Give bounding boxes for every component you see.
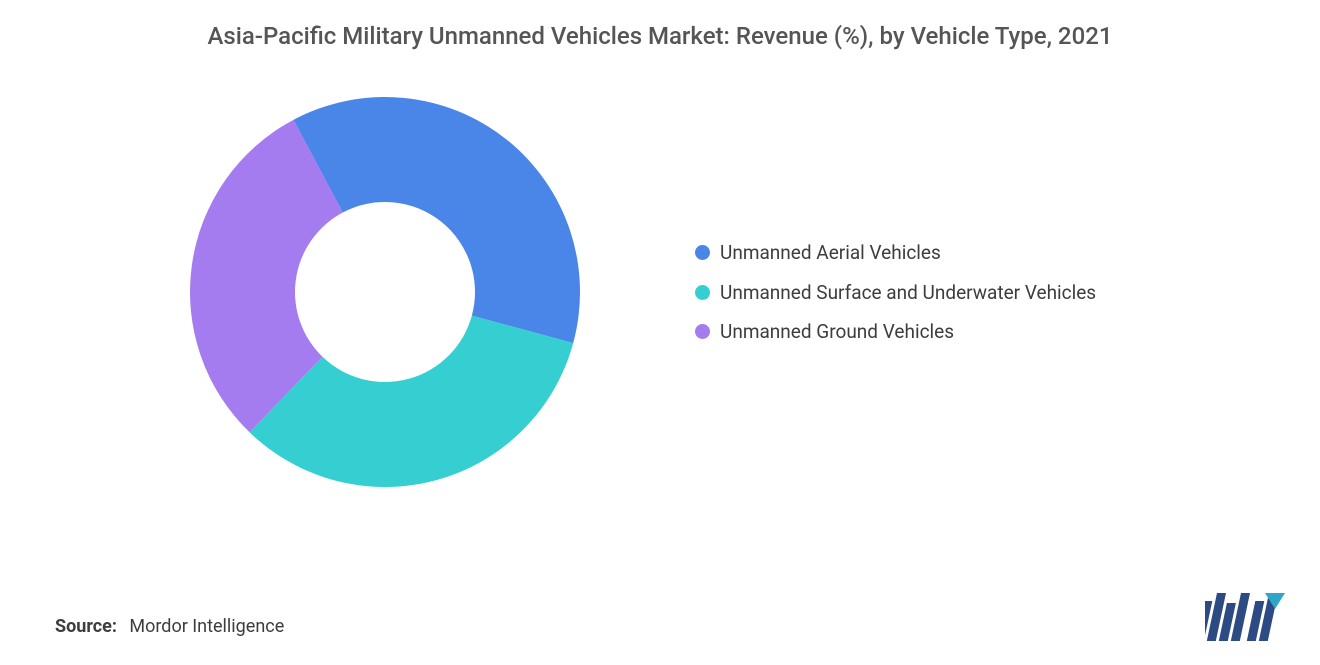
brand-logo [1205, 593, 1285, 645]
source-text: Mordor Intelligence [129, 616, 284, 637]
legend-label: Unmanned Surface and Underwater Vehicles [720, 280, 1096, 306]
source-attribution: Source: Mordor Intelligence [55, 616, 284, 637]
legend-item: Unmanned Ground Vehicles [695, 319, 1155, 345]
legend-item: Unmanned Surface and Underwater Vehicles [695, 280, 1155, 306]
chart-title: Asia-Pacific Military Unmanned Vehicles … [0, 0, 1320, 62]
chart-body: Unmanned Aerial Vehicles Unmanned Surface… [0, 62, 1320, 512]
donut-svg [165, 72, 605, 512]
source-label: Source: [55, 616, 117, 637]
donut-chart [165, 72, 605, 512]
legend-swatch [695, 285, 710, 300]
donut-slice [293, 97, 580, 343]
legend-label: Unmanned Aerial Vehicles [720, 240, 941, 266]
legend-swatch [695, 324, 710, 339]
legend-item: Unmanned Aerial Vehicles [695, 240, 1155, 266]
legend-swatch [695, 245, 710, 260]
mi-logo-svg [1205, 593, 1285, 641]
legend-label: Unmanned Ground Vehicles [720, 319, 954, 345]
legend: Unmanned Aerial Vehicles Unmanned Surface… [695, 240, 1155, 345]
